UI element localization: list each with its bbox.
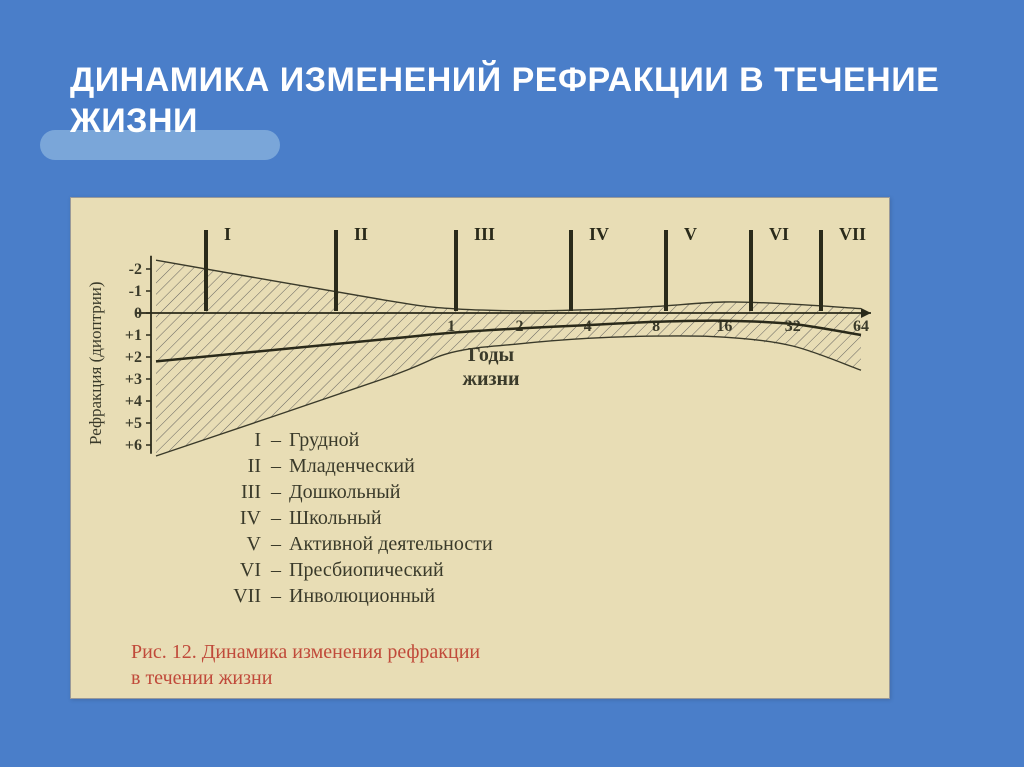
y-tick-label: +2 — [125, 349, 142, 366]
stage-roman-label: V — [684, 224, 697, 244]
year-label: 2 — [515, 318, 523, 335]
figure-caption-line2: в течении жизни — [131, 667, 273, 689]
legend-roman: III — [241, 481, 261, 503]
stage-roman-label: IV — [589, 224, 609, 244]
y-tick-label: -1 — [129, 283, 142, 300]
chart-area: -2-10+1+2+3+4+5+6Рефракция (диоптрии)III… — [71, 198, 889, 698]
slide: ДИНАМИКА ИЗМЕНЕНИЙ РЕФРАКЦИИ В ТЕЧЕНИЕ Ж… — [0, 0, 1024, 767]
x-axis-label-line2: жизни — [462, 368, 519, 390]
x-axis-arrow-icon — [861, 308, 871, 318]
legend-dash: – — [270, 559, 282, 581]
legend-label: Инволюционный — [289, 585, 435, 607]
stage-roman-label: III — [474, 224, 495, 244]
slide-title: ДИНАМИКА ИЗМЕНЕНИЙ РЕФРАКЦИИ В ТЕЧЕНИЕ Ж… — [70, 60, 954, 142]
legend-dash: – — [270, 585, 282, 607]
chart-svg: -2-10+1+2+3+4+5+6Рефракция (диоптрии)III… — [71, 198, 891, 698]
legend-label: Дошкольный — [289, 481, 401, 503]
legend-dash: – — [270, 455, 282, 477]
y-tick-label: +5 — [125, 415, 142, 432]
chart-frame: -2-10+1+2+3+4+5+6Рефракция (диоптрии)III… — [70, 197, 890, 699]
legend-roman: II — [248, 455, 261, 477]
y-tick-label: -2 — [129, 261, 142, 278]
legend-label: Пресбиопический — [289, 559, 444, 581]
legend-roman: VI — [240, 559, 261, 581]
year-label: 4 — [584, 318, 592, 335]
legend-dash: – — [270, 533, 282, 555]
legend-roman: I — [254, 429, 261, 451]
legend-roman: VII — [233, 585, 261, 607]
figure-caption-line1: Рис. 12. Динамика изменения рефракции — [131, 641, 480, 663]
y-tick-label: +1 — [125, 327, 142, 344]
legend-label: Школьный — [289, 507, 382, 529]
stage-roman-label: VI — [769, 224, 789, 244]
y-tick-label: +3 — [125, 371, 142, 388]
y-tick-label: +4 — [125, 393, 142, 410]
year-label: 64 — [853, 318, 869, 335]
year-label: 32 — [785, 318, 801, 335]
legend-roman: V — [247, 533, 262, 555]
legend-label: Грудной — [289, 429, 360, 451]
legend-roman: IV — [240, 507, 262, 529]
legend-label: Активной деятельности — [289, 533, 493, 555]
x-axis-label-line1: Годы — [468, 344, 515, 366]
title-block: ДИНАМИКА ИЗМЕНЕНИЙ РЕФРАКЦИИ В ТЕЧЕНИЕ Ж… — [70, 60, 954, 142]
y-tick-label: +6 — [125, 437, 142, 454]
stage-roman-label: I — [224, 224, 231, 244]
legend-dash: – — [270, 481, 282, 503]
stage-roman-label: VII — [839, 224, 866, 244]
legend-dash: – — [270, 429, 282, 451]
y-tick-label: 0 — [134, 305, 142, 322]
stage-roman-label: II — [354, 224, 368, 244]
legend-dash: – — [270, 507, 282, 529]
y-axis-label: Рефракция (диоптрии) — [86, 281, 105, 445]
legend-label: Младенческий — [289, 455, 415, 477]
